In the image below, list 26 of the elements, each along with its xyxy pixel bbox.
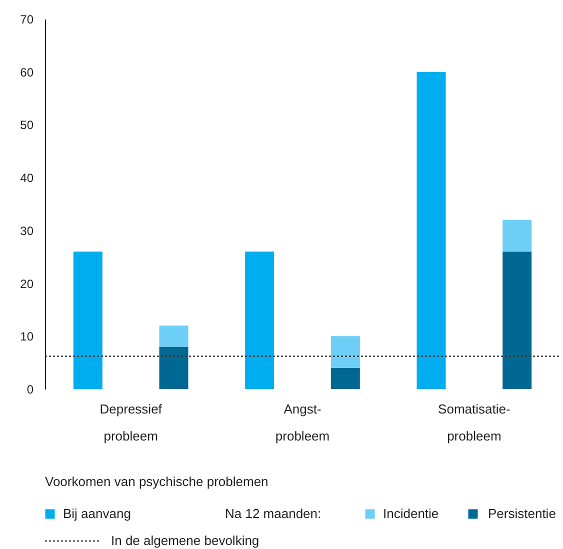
- bar: [73, 252, 102, 389]
- text: Na 12 maanden:: [225, 506, 322, 521]
- x-tick-label: Somatisatie-probleem: [438, 402, 510, 444]
- bar: [330, 368, 360, 389]
- y-tick-label: 40: [20, 171, 34, 186]
- bar: [159, 346, 188, 389]
- legend-label: Bij aanvang: [63, 506, 131, 521]
- y-tick-label: 50: [20, 118, 34, 132]
- bar: [159, 326, 188, 347]
- x-tick-label: Angst-probleem: [275, 402, 330, 444]
- y-tick-label: 20: [20, 276, 34, 291]
- legend-label: Incidentie: [383, 506, 439, 521]
- legend-label: Persistentie: [488, 506, 556, 521]
- y-tick-label: 60: [20, 65, 34, 80]
- bar: [502, 220, 532, 252]
- bar: [502, 252, 532, 389]
- legend-title: Voorkomen van psychische problemen: [45, 474, 268, 489]
- bar: [416, 72, 446, 389]
- bar: [330, 336, 360, 368]
- y-tick-label: 70: [20, 12, 34, 26]
- legend-label: In de algemene bevolking: [111, 533, 260, 548]
- y-tick-label: 10: [20, 330, 34, 344]
- x-tick-label: Depressief probleem: [100, 402, 162, 444]
- y-tick-label: 0: [26, 382, 34, 396]
- y-tick-label: 30: [20, 224, 34, 238]
- bar: [245, 252, 274, 389]
